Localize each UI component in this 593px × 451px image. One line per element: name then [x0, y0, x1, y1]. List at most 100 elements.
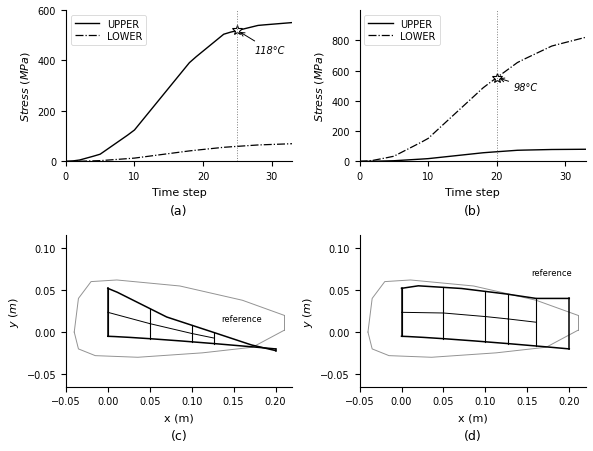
UPPER [356, 159, 363, 165]
LOWER [62, 159, 69, 165]
UPPER [576, 147, 583, 153]
LOWER [582, 36, 589, 41]
LOWER [473, 92, 480, 97]
LOWER [117, 157, 125, 162]
Text: reference: reference [531, 268, 572, 277]
UPPER [377, 159, 384, 165]
LOWER [69, 159, 76, 165]
LOWER [541, 47, 549, 53]
UPPER [151, 103, 158, 108]
UPPER [384, 159, 391, 164]
UPPER [200, 49, 207, 55]
LOWER [110, 157, 117, 163]
Text: (d): (d) [464, 429, 482, 442]
UPPER [534, 148, 541, 153]
Text: (a): (a) [170, 204, 188, 217]
LOWER [83, 159, 90, 164]
Text: (c): (c) [171, 429, 187, 442]
X-axis label: x (m): x (m) [164, 412, 194, 422]
LOWER [213, 146, 221, 152]
Text: 118°C: 118°C [241, 33, 285, 56]
LOWER [555, 42, 562, 48]
LOWER [179, 150, 186, 155]
LOWER [200, 147, 207, 153]
UPPER [186, 61, 193, 66]
UPPER [445, 154, 452, 160]
LOWER [384, 156, 391, 161]
UPPER [289, 21, 296, 26]
UPPER [227, 30, 234, 36]
LOWER [466, 98, 473, 104]
LOWER [480, 86, 487, 91]
UPPER [158, 94, 165, 100]
UPPER [528, 148, 535, 153]
Line: LOWER: LOWER [359, 38, 586, 162]
UPPER [145, 111, 152, 117]
LOWER [145, 154, 152, 160]
LOWER [97, 159, 104, 164]
UPPER [165, 86, 173, 92]
Line: UPPER: UPPER [359, 150, 586, 162]
LOWER [356, 159, 363, 165]
Y-axis label: $Stress$ $(MPa)$: $Stress$ $(MPa)$ [19, 51, 32, 122]
LOWER [282, 142, 289, 147]
UPPER [268, 23, 275, 28]
UPPER [466, 152, 473, 157]
LOWER [514, 61, 521, 66]
LOWER [124, 156, 131, 162]
UPPER [97, 152, 104, 157]
UPPER [138, 120, 145, 125]
LOWER [151, 153, 158, 159]
LOWER [432, 130, 439, 135]
LOWER [493, 76, 500, 81]
LOWER [521, 57, 528, 63]
LOWER [268, 143, 275, 148]
Legend: UPPER, LOWER: UPPER, LOWER [365, 16, 439, 46]
UPPER [117, 138, 125, 143]
LOWER [254, 143, 262, 148]
LOWER [500, 71, 507, 76]
LOWER [397, 151, 404, 156]
UPPER [213, 38, 221, 43]
Text: reference: reference [221, 314, 262, 323]
LOWER [138, 155, 145, 161]
LOWER [438, 124, 445, 129]
LOWER [534, 51, 541, 56]
UPPER [206, 44, 213, 49]
LOWER [486, 81, 493, 86]
LOWER [562, 41, 569, 46]
UPPER [541, 147, 549, 153]
UPPER [569, 147, 576, 153]
UPPER [179, 69, 186, 75]
LOWER [158, 152, 165, 158]
LOWER [275, 142, 282, 147]
UPPER [459, 153, 466, 158]
Legend: UPPER, LOWER: UPPER, LOWER [71, 16, 146, 46]
UPPER [241, 27, 248, 32]
UPPER [390, 159, 397, 164]
LOWER [90, 159, 97, 164]
LOWER [507, 66, 514, 71]
UPPER [262, 23, 269, 28]
UPPER [555, 147, 562, 153]
UPPER [124, 133, 131, 138]
LOWER [425, 136, 432, 142]
UPPER [282, 21, 289, 27]
UPPER [397, 158, 404, 164]
X-axis label: x (m): x (m) [458, 412, 487, 422]
LOWER [206, 147, 213, 152]
UPPER [486, 150, 493, 156]
UPPER [234, 29, 241, 34]
UPPER [363, 159, 370, 165]
UPPER [411, 157, 418, 163]
LOWER [227, 145, 234, 150]
LOWER [193, 148, 200, 153]
LOWER [186, 149, 193, 154]
UPPER [452, 154, 459, 159]
UPPER [172, 78, 179, 83]
UPPER [248, 25, 255, 31]
UPPER [131, 128, 138, 133]
UPPER [220, 32, 227, 38]
LOWER [548, 44, 555, 50]
LOWER [528, 54, 535, 60]
